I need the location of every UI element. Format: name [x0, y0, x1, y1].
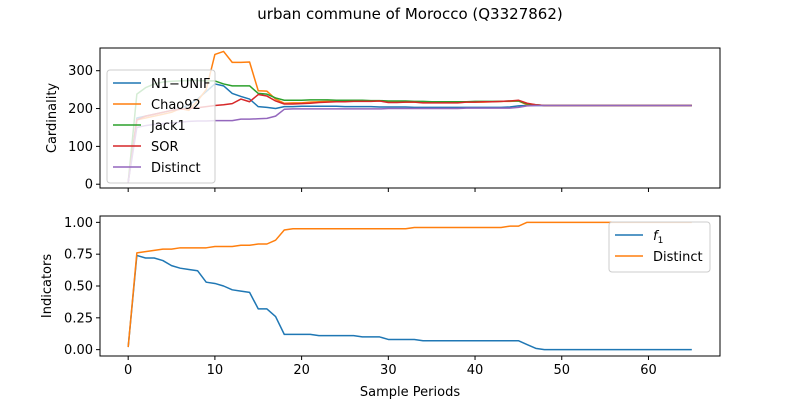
- series-line-1-1: [127, 221, 692, 348]
- chart-title: urban commune of Morocco (Q3327862): [257, 5, 562, 23]
- y-tick-label: 200: [68, 102, 93, 117]
- x-tick-label: 60: [640, 363, 657, 378]
- y-tick-label: 1.00: [64, 216, 93, 231]
- legend-label: Jack1: [150, 119, 186, 134]
- legend-label: Chao92: [151, 98, 201, 113]
- x-tick-label: 40: [467, 363, 484, 378]
- legend-label: Distinct: [151, 161, 201, 176]
- indicators-legend: f1 Distinct: [608, 221, 711, 273]
- x-tick-label: 10: [207, 363, 224, 378]
- cardinality-series-lines: [127, 50, 692, 183]
- indicators-x-ticks: 0 10 20 30 40 50 60: [124, 356, 657, 378]
- cardinality-y-ticks: 0 100 200 300: [68, 64, 100, 193]
- indicators-y-label: Indicators: [40, 254, 55, 318]
- y-tick-label: 0: [85, 178, 93, 193]
- legend-label: N1−UNIF: [151, 77, 210, 92]
- cardinality-x-ticks: [127, 188, 649, 192]
- indicators-panel: 0.00 0.25 0.50 0.75 1.00 0 10 20 30 40 50 60 Indic…: [40, 215, 721, 378]
- legend-box: [106, 69, 216, 184]
- legend-label: SOR: [151, 140, 179, 155]
- y-tick-label: 0.25: [64, 311, 93, 326]
- x-tick-label: 20: [293, 363, 310, 378]
- y-tick-label: 100: [68, 140, 93, 155]
- x-tick-label: 50: [553, 363, 570, 378]
- x-tick-label: 30: [380, 363, 397, 378]
- series-line-1-0: [127, 254, 692, 351]
- x-tick-label: 0: [124, 363, 132, 378]
- y-tick-label: 0.00: [64, 343, 93, 358]
- indicators-series-lines: [127, 221, 692, 351]
- legend-label: f1: [653, 229, 663, 246]
- legend-label: Distinct: [653, 250, 703, 265]
- cardinality-y-label: Cardinality: [45, 83, 60, 154]
- y-tick-label: 300: [68, 64, 93, 79]
- indicators-y-ticks: 0.00 0.25 0.50 0.75 1.00: [64, 216, 100, 358]
- cardinality-panel: 0 100 200 300 Cardinality N1−UNIF Chao92 Jack…: [45, 47, 721, 193]
- x-axis-label: Sample Periods: [360, 385, 460, 400]
- series-line-0-4: [127, 104, 692, 183]
- y-tick-label: 0.75: [64, 248, 93, 263]
- cardinality-axes-frame: [99, 47, 721, 189]
- y-tick-label: 0.50: [64, 280, 93, 295]
- cardinality-legend: N1−UNIF Chao92 Jack1 SOR Distinct: [106, 69, 216, 184]
